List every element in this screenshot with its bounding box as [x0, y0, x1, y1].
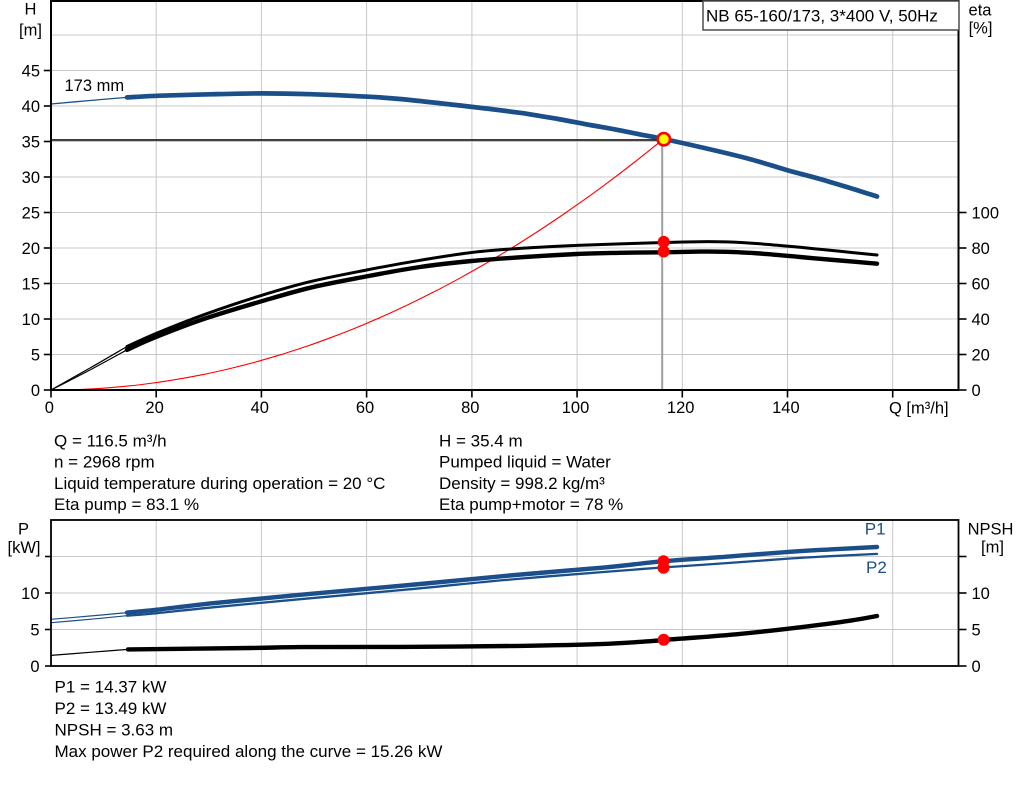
svg-text:NB 65-160/173, 3*400 V, 50Hz: NB 65-160/173, 3*400 V, 50Hz: [706, 7, 938, 26]
svg-text:30: 30: [22, 169, 40, 187]
svg-text:60: 60: [972, 275, 990, 293]
svg-text:0: 0: [972, 382, 981, 400]
svg-text:45: 45: [22, 62, 40, 80]
svg-text:Liquid temperature during oper: Liquid temperature during operation = 20…: [54, 474, 385, 493]
svg-text:10: 10: [21, 585, 39, 603]
svg-text:[m]: [m]: [981, 539, 1004, 557]
svg-text:60: 60: [356, 399, 374, 417]
svg-text:100: 100: [562, 399, 590, 417]
svg-text:H = 35.4 m: H = 35.4 m: [439, 432, 523, 451]
svg-text:Max power P2 required along th: Max power P2 required along the curve = …: [55, 742, 443, 761]
svg-text:P: P: [18, 521, 29, 539]
svg-text:40: 40: [972, 311, 990, 329]
svg-text:40: 40: [22, 98, 40, 116]
svg-text:80: 80: [972, 240, 990, 258]
svg-text:P1 = 14.37 kW: P1 = 14.37 kW: [55, 678, 167, 697]
svg-text:25: 25: [22, 204, 40, 222]
svg-text:Q [m³/h]: Q [m³/h]: [889, 400, 949, 418]
svg-text:15: 15: [22, 275, 40, 293]
svg-text:0: 0: [30, 658, 39, 676]
svg-text:[kW]: [kW]: [8, 539, 41, 557]
svg-text:[m]: [m]: [19, 21, 42, 39]
svg-text:5: 5: [30, 621, 39, 639]
svg-text:NPSH: NPSH: [968, 521, 1014, 539]
svg-text:eta: eta: [969, 2, 993, 20]
svg-text:Q = 116.5 m³/h: Q = 116.5 m³/h: [54, 432, 167, 451]
svg-text:n = 2968 rpm: n = 2968 rpm: [54, 453, 155, 472]
svg-text:P2: P2: [866, 558, 887, 577]
svg-text:20: 20: [22, 240, 40, 258]
svg-text:10: 10: [22, 311, 40, 329]
svg-text:Pumped liquid = Water: Pumped liquid = Water: [439, 453, 611, 472]
svg-text:173 mm: 173 mm: [65, 77, 125, 95]
svg-text:40: 40: [251, 399, 269, 417]
svg-text:140: 140: [772, 399, 800, 417]
svg-text:0: 0: [45, 399, 54, 417]
svg-text:NPSH = 3.63 m: NPSH = 3.63 m: [55, 721, 174, 740]
svg-text:5: 5: [972, 621, 981, 639]
svg-text:80: 80: [461, 399, 479, 417]
svg-text:0: 0: [31, 382, 40, 400]
svg-text:H: H: [25, 1, 37, 19]
svg-text:120: 120: [667, 399, 695, 417]
svg-text:Eta pump+motor = 78 %: Eta pump+motor = 78 %: [439, 495, 623, 514]
svg-text:Density = 998.2 kg/m³: Density = 998.2 kg/m³: [439, 474, 605, 493]
svg-text:P1: P1: [865, 519, 886, 538]
svg-text:0: 0: [972, 658, 981, 676]
svg-text:20: 20: [145, 399, 163, 417]
svg-text:20: 20: [972, 346, 990, 364]
svg-text:Eta pump = 83.1 %: Eta pump = 83.1 %: [54, 495, 199, 514]
svg-text:5: 5: [31, 346, 40, 364]
svg-text:100: 100: [972, 204, 1000, 222]
svg-text:10: 10: [972, 585, 990, 603]
svg-text:35: 35: [22, 133, 40, 151]
svg-text:P2 = 13.49 kW: P2 = 13.49 kW: [55, 699, 167, 718]
svg-text:[%]: [%]: [969, 20, 993, 38]
